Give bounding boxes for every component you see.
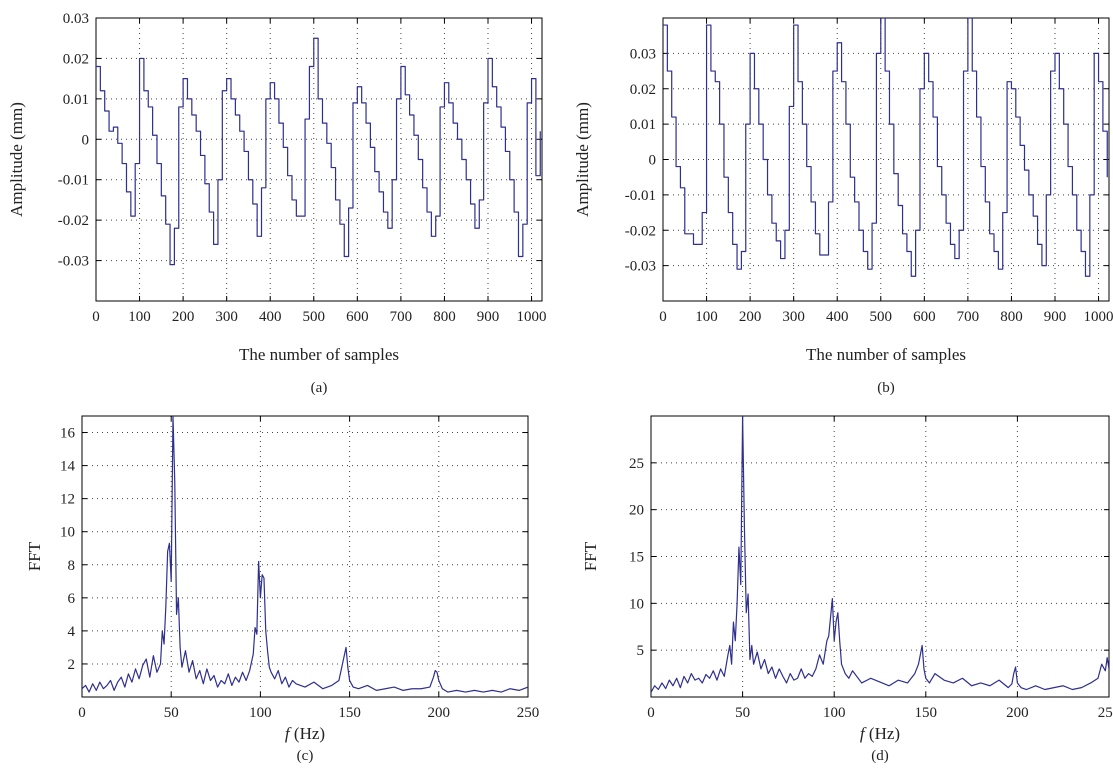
x-tick-label: 50	[164, 705, 179, 721]
series-line	[96, 37, 541, 266]
x-axis-label: f (Hz)	[860, 724, 900, 743]
x-tick-label: 150	[915, 705, 938, 721]
x-tick-label: 800	[433, 309, 456, 325]
x-tick-label: 0	[659, 309, 667, 325]
series-line	[82, 416, 528, 693]
y-tick-label: 16	[60, 426, 76, 442]
x-tick-label: 1000	[1084, 309, 1113, 325]
x-axis-label: The number of samples	[806, 345, 966, 364]
y-axis-label: FFT	[25, 541, 44, 571]
x-tick-label: 900	[477, 309, 500, 325]
y-tick-label: -0.02	[625, 223, 656, 239]
x-tick-label: 600	[913, 309, 936, 325]
y-tick-label: 4	[68, 624, 76, 640]
y-tick-label: 0.03	[63, 11, 89, 27]
chart-panel-1: 0 100 200 300 400 500 600 700 800 900 1000 -0.03 -0.…	[7, 11, 547, 396]
y-tick-label: -0.03	[58, 254, 89, 270]
y-tick-label: -0.03	[625, 259, 656, 275]
panel-caption: (b)	[877, 380, 895, 396]
x-tick-label: 200	[739, 309, 762, 325]
y-tick-label: 0.01	[630, 117, 656, 133]
y-tick-label: 10	[629, 596, 644, 612]
x-tick-label: 100	[128, 309, 151, 325]
series-line	[651, 416, 1109, 693]
plot-frame	[81, 415, 529, 698]
x-tick-label: 600	[346, 309, 369, 325]
y-tick-label: 0.02	[63, 51, 89, 67]
panel-caption: (d)	[871, 748, 889, 764]
x-tick-label: 200	[172, 309, 195, 325]
y-tick-label: 10	[60, 525, 75, 541]
y-tick-label: 0.03	[630, 46, 656, 62]
series-line	[663, 18, 1108, 277]
x-tick-label: 700	[390, 309, 413, 325]
y-tick-label: 12	[60, 492, 75, 508]
y-tick-label: 0	[82, 132, 90, 148]
x-tick-label: 200	[428, 705, 451, 721]
x-tick-label: 1000	[517, 309, 547, 325]
x-axis-label: f (Hz)	[285, 724, 325, 743]
x-tick-label: 0	[647, 705, 655, 721]
x-tick-label: 300	[782, 309, 805, 325]
y-tick-label: 14	[60, 459, 76, 475]
y-tick-label: 25	[629, 456, 644, 472]
y-tick-label: 8	[68, 558, 76, 574]
x-tick-label: 400	[259, 309, 282, 325]
x-tick-label: 500	[303, 309, 326, 325]
x-tick-label: 100	[249, 705, 272, 721]
y-axis-label: FFT	[581, 541, 600, 571]
panel-caption: (c)	[297, 748, 314, 764]
x-tick-label: 250	[517, 705, 540, 721]
panel-caption: (a)	[311, 380, 328, 396]
x-axis-label: The number of samples	[239, 345, 399, 364]
x-tick-label: 100	[695, 309, 718, 325]
x-tick-label: 0	[78, 705, 86, 721]
y-tick-label: 0.01	[63, 92, 89, 108]
x-tick-label: 100	[823, 705, 846, 721]
x-tick-label: 900	[1044, 309, 1067, 325]
x-tick-label: 250	[1098, 705, 1113, 721]
x-tick-label: 700	[957, 309, 980, 325]
chart-panel-2: 0 100 200 300 400 500 600 700 800 900 1000 -0.03 -0.…	[573, 17, 1113, 396]
y-axis-label: Amplitude (mm)	[7, 102, 26, 217]
chart-panel-4: 0 50 100 150 200 250 5 10 15 20 25 FFT f (Hz) (d)	[581, 415, 1113, 764]
y-tick-label: 2	[68, 657, 76, 673]
x-tick-label: 50	[735, 705, 750, 721]
y-tick-label: 6	[68, 591, 76, 607]
y-tick-label: -0.02	[58, 213, 89, 229]
y-axis-label: Amplitude (mm)	[573, 102, 592, 217]
x-tick-label: 150	[338, 705, 361, 721]
y-tick-label: 20	[629, 503, 644, 519]
y-tick-label: -0.01	[625, 188, 656, 204]
y-tick-label: 0.02	[630, 82, 656, 98]
y-tick-label: 5	[637, 643, 645, 659]
x-tick-label: 0	[92, 309, 100, 325]
plot-frame	[95, 17, 543, 302]
y-tick-label: 0	[649, 153, 657, 169]
x-tick-label: 500	[870, 309, 893, 325]
y-tick-label: 15	[629, 550, 644, 566]
x-tick-label: 300	[215, 309, 238, 325]
y-tick-label: -0.01	[58, 173, 89, 189]
x-tick-label: 200	[1006, 705, 1029, 721]
plot-frame	[650, 415, 1110, 698]
x-tick-label: 800	[1000, 309, 1023, 325]
x-tick-label: 400	[826, 309, 849, 325]
chart-panel-3: 0 50 100 150 200 250 2 4 6 8 10 12 14 16 FFT f (Hz) (c)	[25, 415, 540, 764]
